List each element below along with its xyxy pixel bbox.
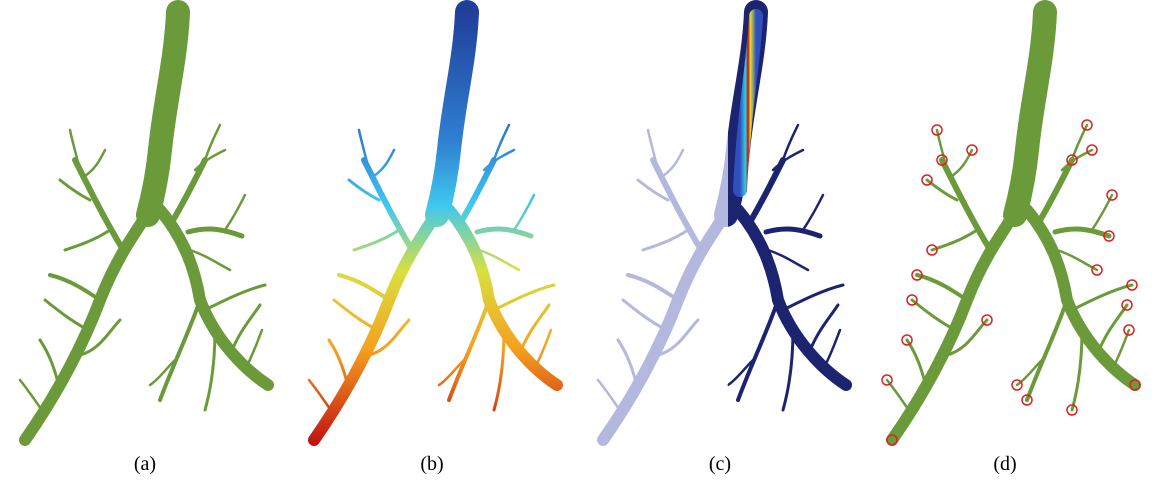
panel-b <box>309 12 557 440</box>
page: (a) (b) (c) (d) (() => { const data = JS… <box>0 0 1155 501</box>
panel-label: (c) <box>709 453 731 475</box>
panel-c <box>598 12 846 440</box>
panel-label: (d) <box>993 453 1016 475</box>
panel-a <box>20 12 268 440</box>
panel-d <box>882 12 1140 445</box>
panel-label: (b) <box>420 453 443 475</box>
figure: (a) (b) (c) (d) <box>0 0 1155 501</box>
panel-label: (a) <box>134 453 156 475</box>
